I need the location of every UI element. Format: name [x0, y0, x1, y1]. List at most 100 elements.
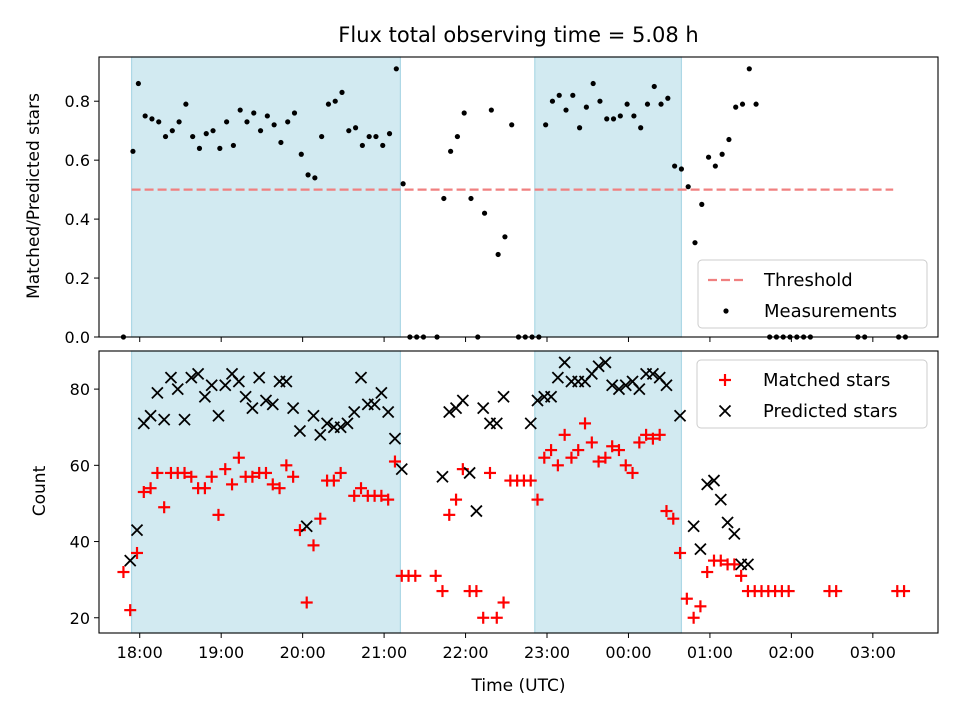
- bottom-point-0-58: [531, 493, 544, 506]
- x-stroke-b: [687, 520, 700, 533]
- top-point-0-32: [339, 89, 345, 95]
- chart-title: Flux total observing time = 5.08 h: [338, 23, 698, 47]
- bottom-series-0: [117, 417, 911, 624]
- bottom-point-1-7: [171, 382, 184, 396]
- x-stroke-b: [443, 405, 456, 419]
- x-stroke-b: [544, 390, 558, 403]
- x-stroke-b: [130, 523, 144, 537]
- x-stroke-b: [246, 402, 259, 415]
- bottom-point-0-13: [205, 470, 218, 483]
- bottom-point-1-38: [382, 405, 395, 419]
- x-stroke-b: [253, 371, 266, 384]
- bottom-legend-frame: [696, 359, 928, 429]
- bottom-point-1-13: [212, 409, 225, 422]
- x-stroke-b: [701, 478, 714, 491]
- top-point-0-8: [176, 119, 182, 125]
- top-point-0-61: [543, 122, 549, 128]
- x-stroke-b: [477, 402, 490, 415]
- bottom-point-1-34: [354, 371, 368, 384]
- bottom-point-1-47: [477, 402, 490, 415]
- bottom-point-1-62: [599, 356, 612, 369]
- bottom-point-0-66: [585, 436, 598, 449]
- bottom-point-1-81: [741, 558, 755, 571]
- top-point-0-30: [325, 101, 332, 107]
- x-tick-label-6: 00:00: [605, 643, 651, 662]
- legend-measurements-label: Measurements: [764, 301, 897, 322]
- bottom-point-0-3: [137, 486, 150, 498]
- top-legend-frame: [697, 259, 928, 329]
- x-stroke-b: [266, 398, 279, 411]
- bottom-point-1-63: [606, 379, 619, 392]
- x-stroke-b: [191, 367, 205, 381]
- top-panel: 0.0 0.2 0.4 0.6 0.8 Threshold Measurements: [65, 56, 939, 347]
- top-point-0-62: [549, 98, 556, 104]
- x-stroke-b: [653, 371, 666, 384]
- top-point-0-72: [617, 113, 623, 119]
- x-stroke-b: [368, 398, 381, 411]
- bottom-point-1-23: [280, 375, 293, 388]
- bottom-point-1-11: [198, 390, 212, 403]
- bottom-point-1-40: [395, 462, 408, 476]
- top-point-0-40: [393, 66, 399, 72]
- bottom-point-0-1: [124, 604, 137, 617]
- bottom-point-0-4: [144, 482, 157, 495]
- x-stroke-b: [205, 379, 218, 392]
- top-point-0-33: [346, 128, 352, 134]
- top-point-0-14: [217, 145, 223, 151]
- bottom-y-axis-label: Count: [30, 465, 50, 516]
- x-stroke-b: [694, 543, 707, 556]
- top-point-0-52: [481, 210, 488, 216]
- bottom-point-1-42: [443, 405, 456, 419]
- bottom-point-0-78: [667, 512, 680, 525]
- bottom-point-1-52: [531, 394, 544, 407]
- bottom-point-0-83: [701, 566, 714, 579]
- x-stroke-b: [164, 371, 178, 384]
- x-tick-label-7: 01:00: [687, 643, 733, 662]
- top-point-0-15: [224, 119, 230, 125]
- top-point-0-37: [373, 133, 379, 140]
- bottom-point-1-64: [612, 382, 626, 396]
- bottom-point-0-17: [232, 451, 245, 464]
- top-point-0-23: [278, 139, 284, 146]
- bottom-point-0-21: [259, 466, 272, 479]
- bottom-point-1-67: [633, 382, 646, 396]
- top-point-0-54: [495, 251, 501, 258]
- bottom-point-0-64: [572, 444, 585, 457]
- bottom-point-1-4: [151, 386, 164, 400]
- bottom-point-1-31: [334, 421, 347, 434]
- bottom-point-1-14: [219, 379, 232, 392]
- bottom-point-1-26: [300, 520, 313, 533]
- top-axes-frame: [98, 56, 939, 338]
- x-stroke-b: [334, 421, 347, 434]
- top-y-axis-label: Matched/Predicted stars: [24, 93, 44, 299]
- bottom-point-1-54: [544, 390, 558, 403]
- top-shaded-interval-0: [130, 56, 401, 338]
- bottom-point-1-36: [368, 398, 381, 411]
- bottom-y-tick-label-1: 40: [70, 533, 90, 552]
- bottom-point-0-0: [117, 566, 130, 579]
- bottom-point-0-38: [382, 493, 395, 506]
- top-point-0-22: [271, 122, 277, 128]
- top-point-0-28: [312, 175, 318, 181]
- x-stroke-b: [673, 409, 687, 422]
- bottom-point-1-25: [293, 424, 307, 438]
- bottom-point-1-73: [687, 520, 700, 533]
- top-y-tick-label-4: 0.8: [65, 92, 90, 111]
- legend-measurements-marker: [723, 308, 729, 314]
- bottom-point-0-16: [226, 478, 239, 491]
- x-stroke-b: [531, 394, 544, 407]
- top-point-0-21: [264, 113, 270, 119]
- bottom-point-1-51: [524, 417, 537, 430]
- top-legend: Threshold Measurements: [697, 259, 928, 329]
- bottom-point-0-12: [198, 482, 211, 495]
- top-y-tick-label-1: 0.2: [65, 269, 90, 288]
- top-y-tick-label-0: 0.0: [65, 328, 90, 347]
- x-stroke-b: [612, 382, 626, 396]
- x-stroke-b: [599, 356, 612, 369]
- bottom-point-1-16: [232, 375, 245, 388]
- bottom-point-1-10: [191, 367, 205, 381]
- bottom-point-1-65: [619, 379, 632, 392]
- x-stroke-b: [382, 405, 395, 419]
- bottom-point-1-3: [144, 409, 157, 422]
- bottom-point-1-72: [673, 409, 687, 422]
